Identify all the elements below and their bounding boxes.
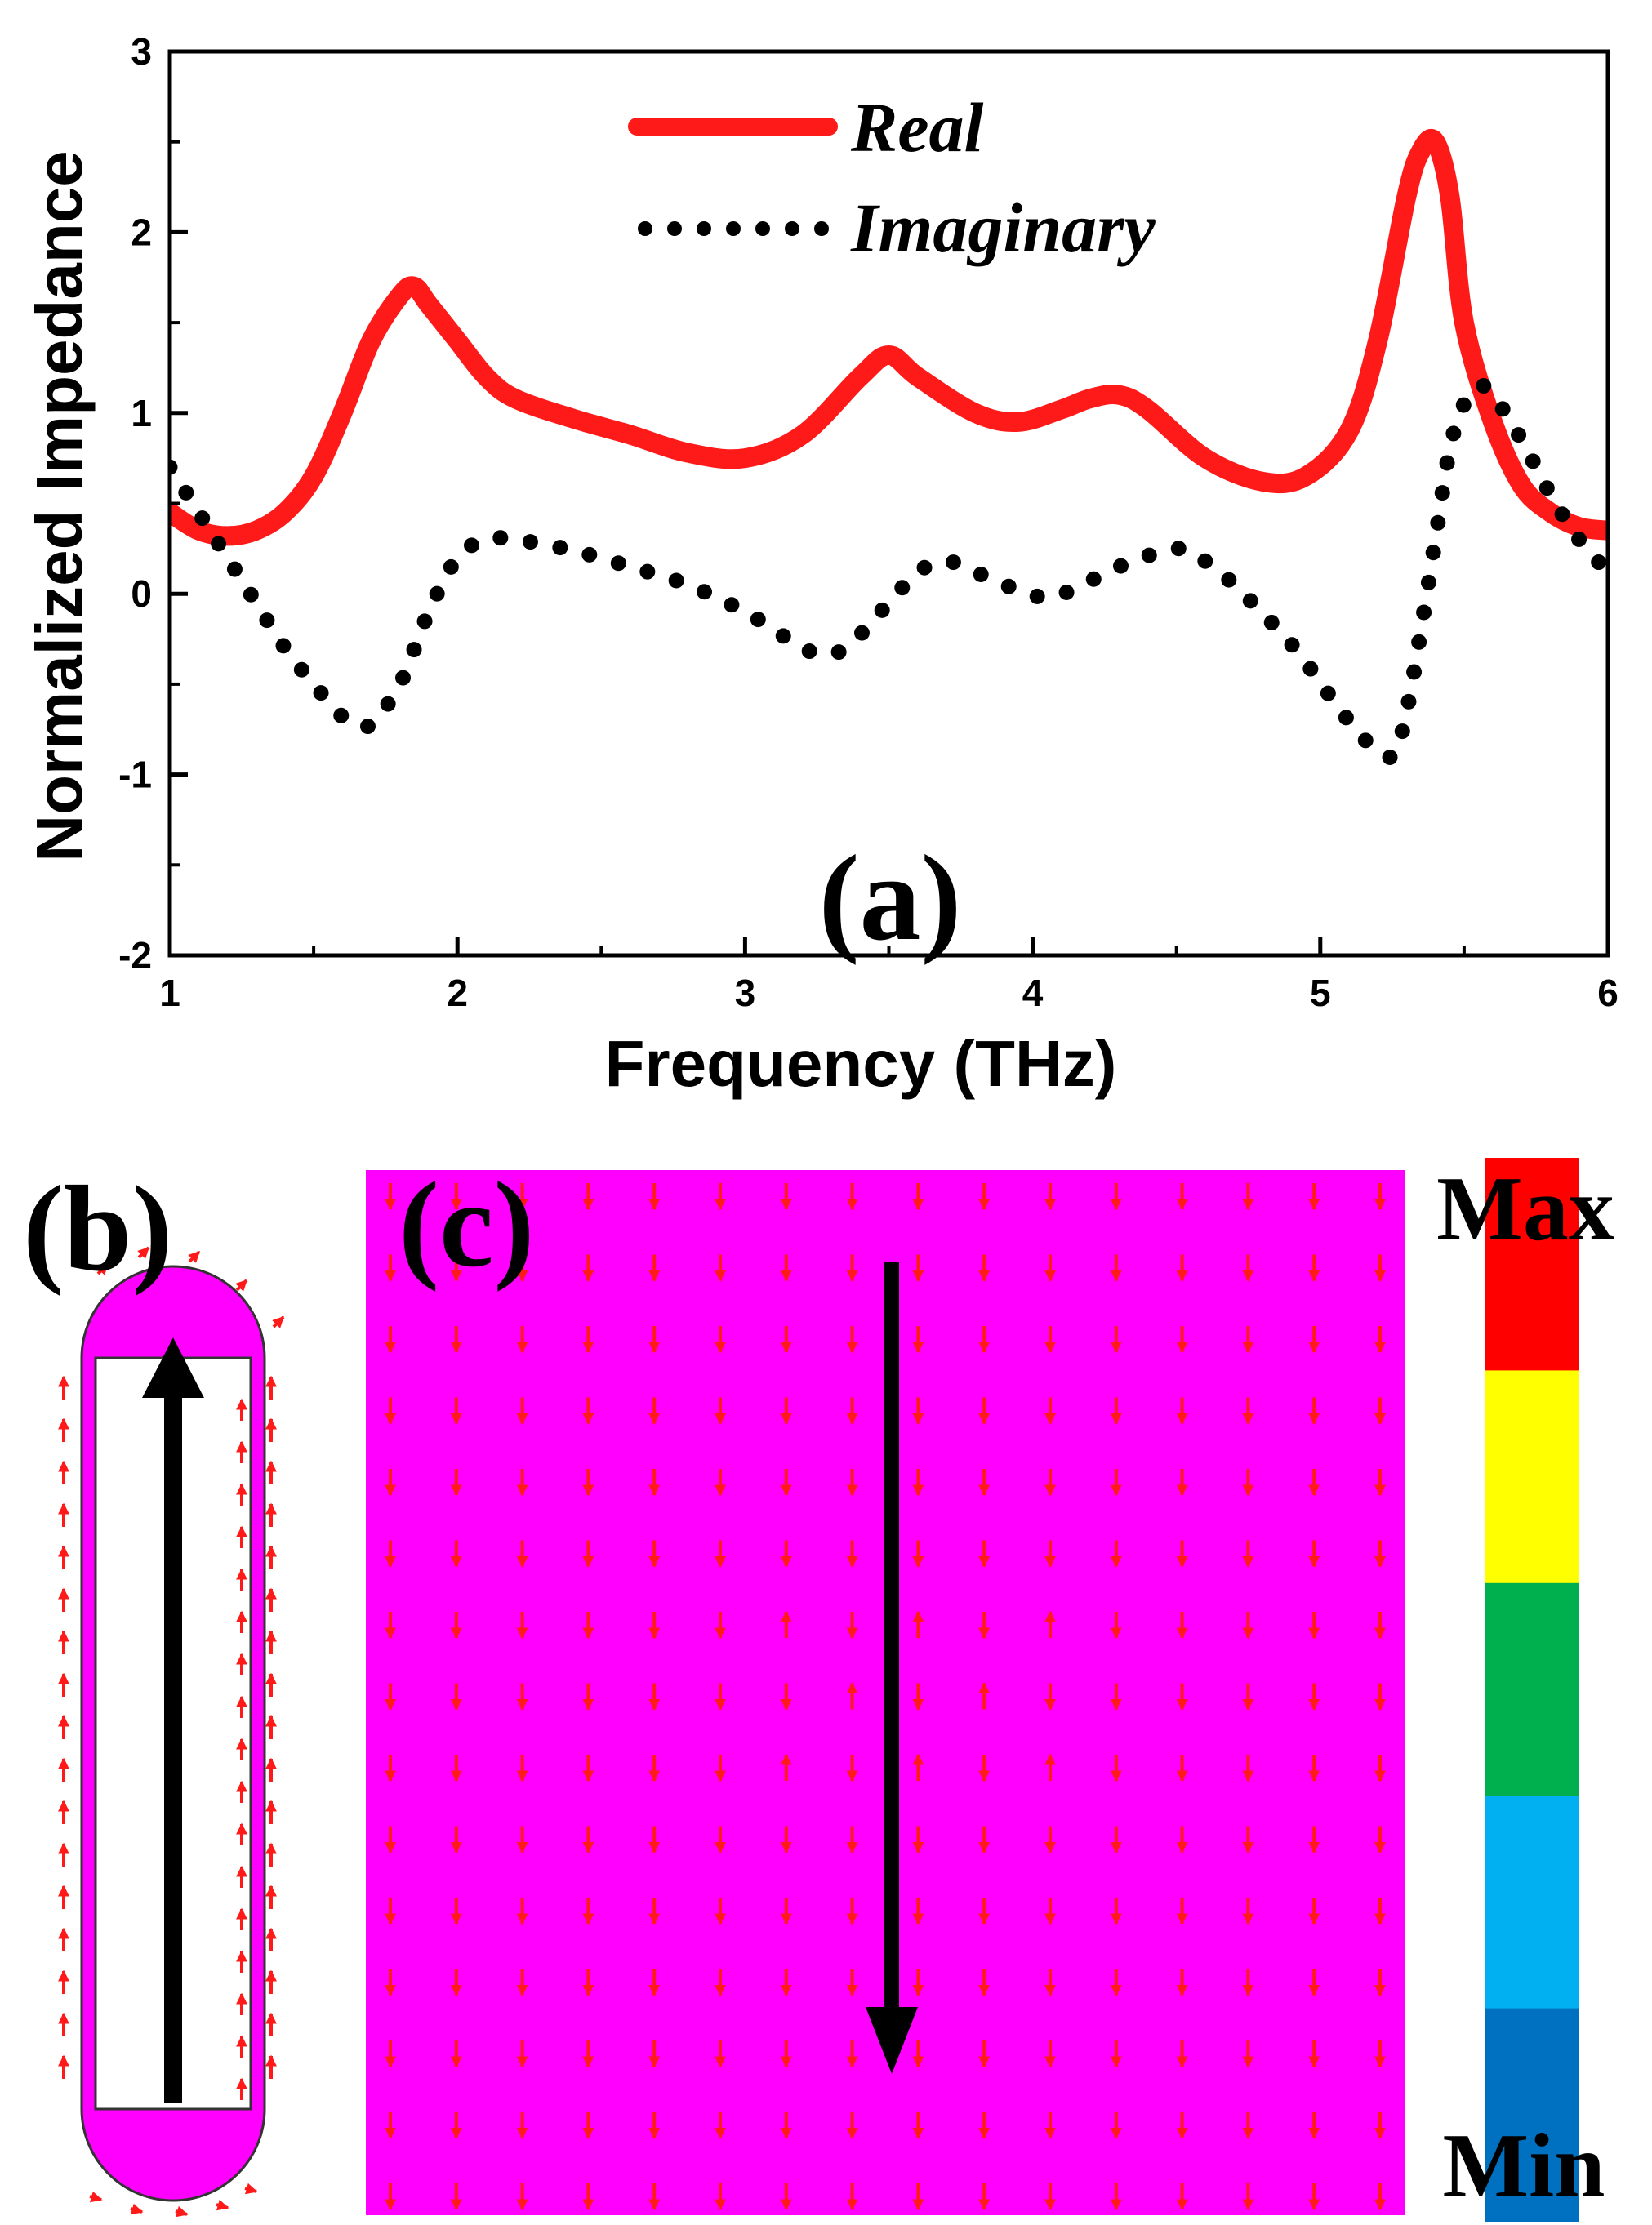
- current-arrow: [272, 1315, 285, 1328]
- color-scale-max-label: Max: [1436, 1159, 1614, 1260]
- surface-current-arrows-b: [58, 1246, 285, 2218]
- color-scale-segment: [1485, 2008, 1579, 2222]
- plot-frame: [167, 49, 1610, 958]
- tick-layer: [167, 49, 1610, 958]
- y-tick-label: 3: [131, 30, 152, 73]
- panel-b-resonator: (b): [23, 1161, 285, 2218]
- y-tick-label: 1: [131, 392, 152, 434]
- current-arrow: [137, 1246, 150, 1259]
- current-arrow: [89, 2191, 103, 2203]
- x-tick-labels: 1 2 3 4 5 6: [159, 972, 1619, 1014]
- legend-imaginary-label: Imaginary: [850, 189, 1156, 267]
- impedance-chart: 1 2 3 4 5 6 -2 -1 0 1 2 3 Frequency (THz) Normaliz…: [23, 30, 1619, 1100]
- x-tick-label: 5: [1310, 972, 1331, 1014]
- panel-c-field-map: (c): [366, 1157, 1405, 2215]
- x-tick-label: 4: [1022, 972, 1044, 1014]
- x-axis-title: Frequency (THz): [605, 1027, 1117, 1100]
- color-scale-segment: [1485, 1796, 1579, 2009]
- y-tick-label: -1: [118, 754, 152, 796]
- y-tick-label: -2: [118, 934, 152, 977]
- current-arrow: [235, 1279, 248, 1292]
- series-layer: [170, 129, 1608, 765]
- y-tick-label: 0: [131, 572, 152, 615]
- color-scale: Max Min: [1436, 1158, 1614, 2222]
- current-arrow: [244, 2183, 258, 2195]
- y-tick-label: 2: [131, 211, 152, 253]
- current-arrow: [216, 2199, 229, 2211]
- current-arrow: [188, 1250, 201, 1263]
- x-tick-label: 6: [1597, 972, 1619, 1014]
- panel-label-a: (a): [819, 830, 962, 966]
- series-line-real: [170, 129, 1608, 546]
- x-tick-label: 2: [447, 972, 468, 1014]
- panel-label-c: (c): [399, 1157, 534, 1293]
- x-tick-label: 3: [735, 972, 756, 1014]
- current-arrow: [175, 2205, 189, 2218]
- color-scale-min-label: Min: [1442, 2116, 1605, 2217]
- panel-label-b: (b): [23, 1161, 172, 1297]
- current-direction-arrowhead-b: [142, 1337, 204, 1398]
- color-scale-segment: [1485, 1370, 1579, 1584]
- color-scale-segment: [1485, 1582, 1579, 1797]
- color-scale-segment: [1485, 1158, 1579, 1372]
- color-scale-segments: [1485, 1158, 1579, 2222]
- legend: Real Imaginary: [628, 88, 1156, 267]
- y-tick-labels: -2 -1 0 1 2 3: [118, 30, 152, 977]
- legend-real-label: Real: [850, 88, 984, 167]
- current-arrow: [96, 1262, 109, 1275]
- current-direction-arrowhead-c: [866, 2007, 918, 2074]
- x-tick-label: 1: [159, 972, 180, 1014]
- y-axis-title: Normalized Impedance: [23, 150, 96, 861]
- current-arrow: [130, 2203, 144, 2215]
- series-line-imaginary: [170, 377, 1608, 765]
- surface-current-arrows-c: [385, 1183, 1386, 2211]
